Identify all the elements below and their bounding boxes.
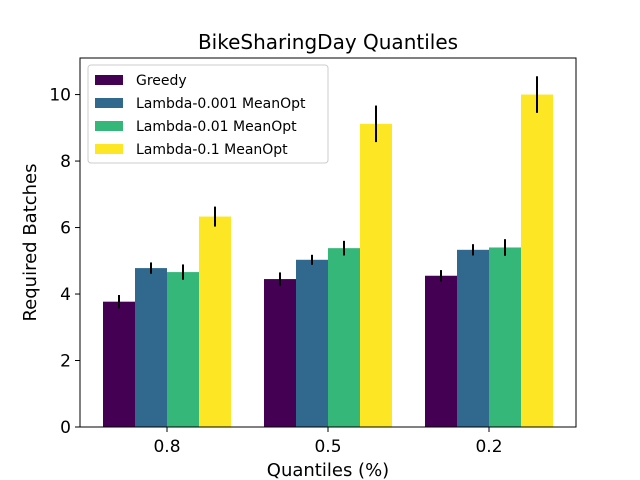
bar-0-0 xyxy=(103,301,135,427)
legend-swatch-3 xyxy=(95,144,123,154)
bar-3-0 xyxy=(199,216,231,427)
y-axis: 0 2 4 6 8 10 xyxy=(49,86,80,438)
bar-1-1 xyxy=(296,259,328,427)
y-tick-label-1: 2 xyxy=(60,352,71,372)
bar-2-2 xyxy=(489,247,521,427)
legend-label-2: Lambda-0.01 MeanOpt xyxy=(136,119,297,135)
y-tick-label-5: 10 xyxy=(49,86,71,106)
legend: Greedy Lambda-0.001 MeanOpt Lambda-0.01 Me… xyxy=(87,64,329,164)
legend-swatch-1 xyxy=(95,98,123,108)
bar-2-1 xyxy=(328,248,360,427)
x-axis-label: Quantiles (%) xyxy=(267,460,389,480)
error-bars-group xyxy=(118,76,538,309)
bar-3-2 xyxy=(521,94,553,427)
legend-label-0: Greedy xyxy=(136,73,187,89)
legend-box xyxy=(87,64,329,164)
y-tick-label-0: 0 xyxy=(60,418,71,438)
bars-group xyxy=(103,94,553,427)
bar-1-0 xyxy=(135,268,167,427)
bar-0-2 xyxy=(425,275,457,427)
legend-label-1: Lambda-0.001 MeanOpt xyxy=(136,96,306,112)
y-tick-label-3: 6 xyxy=(60,219,71,239)
y-tick-label-4: 8 xyxy=(60,152,71,172)
chart-title: BikeSharingDay Quantiles xyxy=(198,30,458,54)
y-tick-label-2: 4 xyxy=(60,285,71,305)
x-tick-label-2: 0.2 xyxy=(475,437,502,457)
x-axis: 0.8 0.5 0.2 xyxy=(153,427,503,457)
bar-2-0 xyxy=(167,272,199,427)
legend-swatch-0 xyxy=(95,75,123,85)
bar-3-1 xyxy=(360,123,392,427)
legend-label-3: Lambda-0.1 MeanOpt xyxy=(136,142,288,158)
x-tick-label-1: 0.5 xyxy=(314,437,341,457)
y-axis-label: Required Batches xyxy=(20,163,41,321)
legend-swatch-2 xyxy=(95,121,123,131)
x-tick-label-0: 0.8 xyxy=(153,437,180,457)
bar-0-1 xyxy=(264,279,296,427)
bar-1-2 xyxy=(457,249,489,427)
